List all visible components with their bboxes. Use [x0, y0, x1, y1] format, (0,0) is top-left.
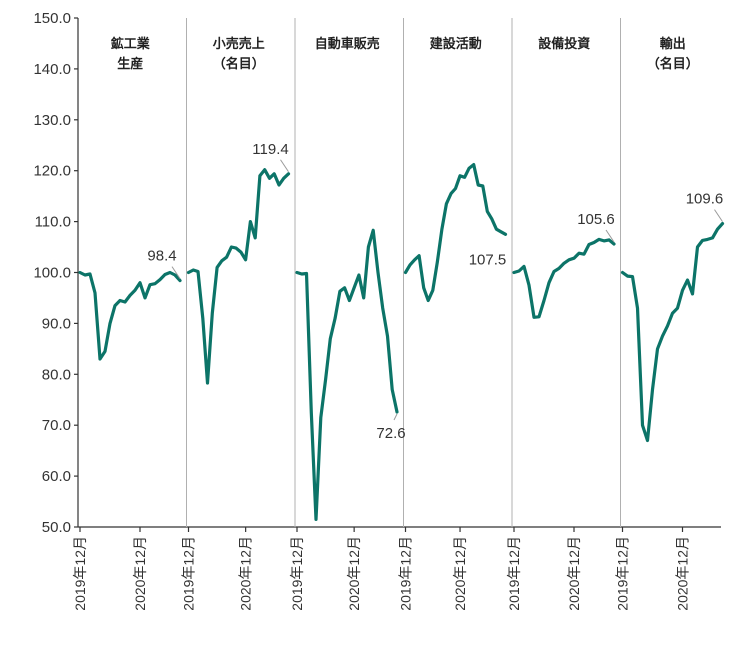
y-tick-label: 90.0 — [42, 315, 71, 332]
panel-5: 輸出 （名目） 109.6 — [620, 36, 725, 443]
x-tick-label: 2019年12月 — [181, 536, 197, 611]
panel-2: 自動車販売 72.6 — [295, 36, 406, 522]
panel-title: 鉱工業 — [111, 36, 151, 52]
x-tick-label: 2019年12月 — [615, 536, 631, 611]
label-leader — [393, 413, 398, 421]
y-tick-label: 150.0 — [33, 10, 71, 27]
panel-1: 小売売上 （名目） 119.4 — [186, 36, 291, 385]
x-tick-label: 2019年12月 — [398, 536, 414, 611]
y-tick-label: 130.0 — [33, 112, 71, 129]
x-tick-label: 2020年12月 — [566, 536, 582, 611]
y-tick-label: 80.0 — [42, 366, 71, 383]
y-tick-label: 140.0 — [33, 61, 71, 78]
label-leader — [605, 229, 615, 243]
last-value-label: 105.6 — [577, 211, 615, 228]
label-leader — [714, 209, 723, 222]
panel-title: 輸出 — [660, 36, 686, 52]
x-axis: 2019年12月 2020年12月 2019年12月 2020年12月 2019年12月… — [72, 527, 691, 611]
last-value-label: 72.6 — [376, 425, 405, 442]
series-line — [512, 237, 616, 319]
panel-title: 自動車販売 — [315, 36, 380, 52]
x-tick-label: 2019年12月 — [72, 536, 88, 611]
x-tick-label: 2020年12月 — [132, 536, 148, 611]
series-line — [295, 228, 399, 522]
y-axis: 150.0 140.0 130.0 120.0 110.0 100.0 90.0 80.0 70… — [33, 10, 721, 536]
panel-title: 設備投資 — [538, 36, 590, 52]
panel-title: （名目） — [213, 56, 265, 72]
panel-title: （名目） — [647, 56, 699, 72]
label-leader — [280, 159, 289, 173]
y-tick-label: 60.0 — [42, 468, 71, 485]
x-tick-label: 2019年12月 — [289, 536, 305, 611]
panel-title: 小売売上 — [213, 36, 265, 52]
panel-title: 生産 — [117, 56, 143, 72]
panel-title: 建設活動 — [430, 36, 482, 52]
series-line — [620, 222, 725, 443]
panel-4: 設備投資 105.6 — [512, 36, 616, 319]
series-line — [78, 270, 182, 361]
last-value-label: 98.4 — [147, 248, 176, 265]
y-tick-label: 100.0 — [33, 265, 71, 282]
y-tick-label: 110.0 — [35, 214, 71, 231]
x-tick-label: 2019年12月 — [506, 536, 522, 611]
x-tick-label: 2020年12月 — [675, 536, 691, 611]
y-tick-label: 70.0 — [42, 417, 71, 434]
label-leader — [171, 266, 181, 279]
x-tick-label: 2020年12月 — [238, 536, 254, 611]
panel-dividers — [186, 18, 621, 527]
panel-3: 建設活動 107.5 — [403, 36, 508, 303]
x-tick-label: 2020年12月 — [452, 536, 468, 611]
y-tick-label: 50.0 — [42, 519, 71, 536]
last-value-label: 109.6 — [686, 191, 724, 208]
last-value-label: 119.4 — [252, 141, 288, 158]
series-line — [186, 168, 291, 385]
y-tick-label: 120.0 — [33, 163, 71, 180]
series-line — [403, 163, 508, 303]
last-value-label: 107.5 — [469, 251, 507, 268]
x-tick-label: 2020年12月 — [346, 536, 362, 611]
